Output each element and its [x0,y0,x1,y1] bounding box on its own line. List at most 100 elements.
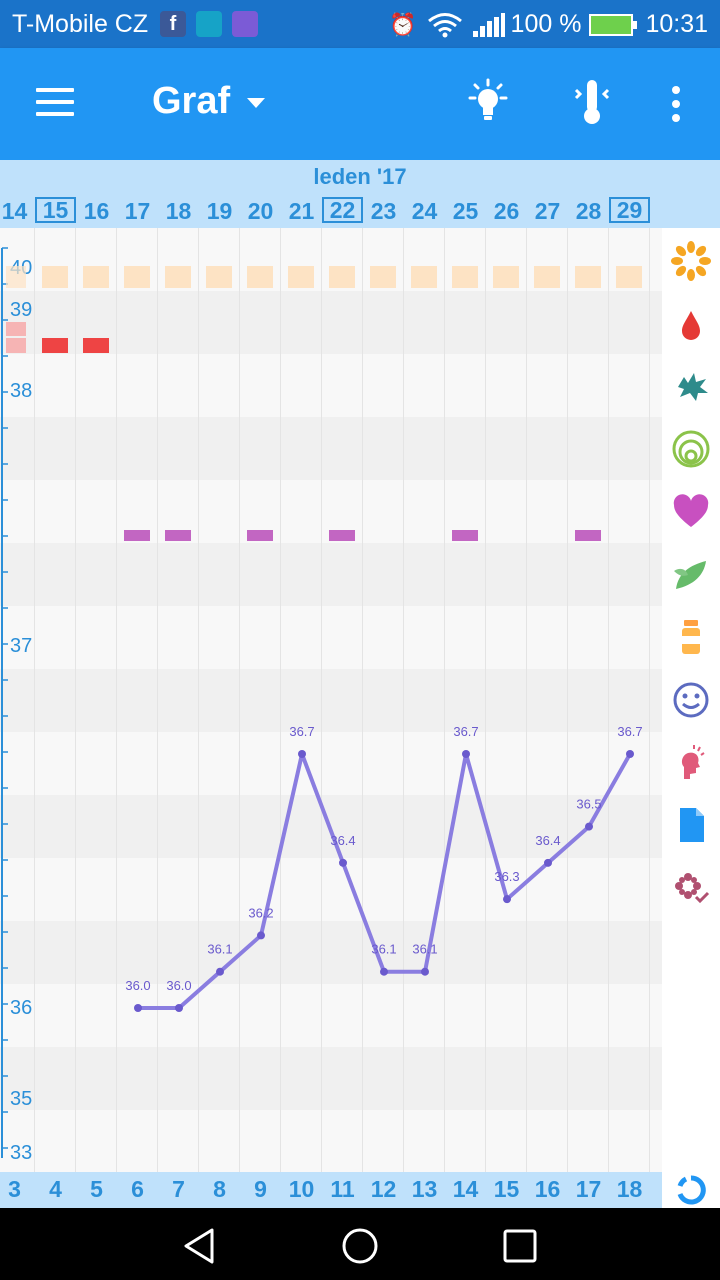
period-marker [6,322,26,336]
game-notification-icon [232,11,258,37]
temperature-point [216,967,224,976]
day-label[interactable]: 25 [452,198,479,224]
home-icon[interactable] [340,1226,380,1266]
fertile-marker [411,266,437,288]
temperature-point [626,750,634,758]
temperature-value-label: 36.0 [166,978,191,993]
date-header: leden '17 14 15 16 17 18 19 20 21 22 23 24 25 26 27 28… [0,160,720,228]
temperature-point [544,858,552,867]
cycle-day-label: 8 [213,1176,226,1202]
temperature-point [298,750,306,758]
period-marker [6,338,26,353]
fertile-marker [575,266,601,288]
symptom-marker [329,530,355,541]
day-label[interactable]: 28 [575,198,602,224]
day-label[interactable]: 18 [165,198,192,224]
heart-icon[interactable] [670,491,712,533]
cycle-day-label: 11 [330,1176,355,1202]
temperature-point [339,858,347,867]
cycle-day-label: 13 [411,1176,438,1202]
chart-band [0,1047,662,1110]
alarm-icon: ⏰ [389,11,417,37]
day-label[interactable]: 15 [35,197,76,223]
sync-icon[interactable] [662,1172,720,1208]
day-label[interactable]: 24 [411,198,438,224]
day-label[interactable]: 17 [124,198,151,224]
chart-canvas[interactable]: 4039383736353336.036.036.136.236.736.436… [0,228,662,1172]
cycle-day-label: 16 [534,1176,561,1202]
y-axis-label: 38 [10,380,32,402]
symptom-sidebar [662,228,720,1172]
day-label[interactable]: 20 [247,198,274,224]
temperature-value-label: 36.3 [494,869,519,884]
cycle-day-label: 17 [575,1176,602,1202]
chart-band [0,669,662,732]
fertile-marker [42,266,68,288]
fertile-marker [493,266,519,288]
smiley-icon[interactable] [670,679,712,721]
temperature-value-label: 36.7 [453,724,478,739]
month-label: leden '17 [313,164,407,189]
day-label[interactable]: 29 [609,197,650,223]
temperature-point [421,967,429,976]
menu-icon[interactable] [36,88,76,118]
signal-icon [472,12,505,37]
sun-icon[interactable] [670,240,712,282]
symptom-marker [165,530,191,541]
fertile-marker [124,266,150,288]
sync-button[interactable] [662,1172,720,1208]
chart-band [0,921,662,984]
cycle-day-label: 5 [90,1176,103,1202]
cycle-day-label: 10 [288,1176,315,1202]
chevron-down-icon[interactable] [247,98,265,108]
symptom-marker [124,530,150,541]
day-label[interactable]: 27 [534,198,561,224]
fertile-marker [6,266,26,288]
day-label[interactable]: 14 [1,198,28,224]
leaf-icon[interactable] [670,553,712,595]
temperature-value-label: 36.4 [535,833,560,848]
page-title[interactable]: Graf [152,80,231,122]
flower-check-icon[interactable] [670,867,712,909]
cervix-icon[interactable] [670,428,712,470]
thermometer-icon[interactable] [568,78,616,126]
day-label[interactable]: 19 [206,198,233,224]
day-label[interactable]: 16 [83,198,110,224]
symptom-marker [452,530,478,541]
day-label[interactable]: 21 [288,198,315,224]
fertile-marker [616,266,642,288]
period-marker [42,338,68,353]
temperature-point [503,895,511,904]
y-axis-label: 39 [10,299,32,321]
temperature-chart[interactable]: 4039383736353336.036.036.136.236.736.436… [0,228,662,1172]
cycle-day-label: 3 [8,1176,21,1202]
day-label[interactable]: 22 [322,197,363,223]
symptom-marker [575,530,601,541]
day-label[interactable]: 26 [493,198,520,224]
temperature-value-label: 36.1 [371,942,396,957]
lightbulb-icon[interactable] [464,78,512,126]
temperature-value-label: 36.2 [248,905,273,920]
document-icon[interactable] [670,804,712,846]
fertile-marker [165,266,191,288]
symptom-marker [247,530,273,541]
medicine-bottle-icon[interactable] [670,616,712,658]
facebook-notification-icon: f [160,11,186,37]
recents-icon[interactable] [500,1226,540,1266]
fertile-marker [329,266,355,288]
temperature-point [134,1004,142,1012]
back-icon[interactable] [180,1226,220,1266]
fertile-marker [370,266,396,288]
splash-icon[interactable] [670,365,712,407]
blood-drop-icon[interactable] [670,303,712,345]
fertile-marker [452,266,478,288]
pain-icon[interactable] [670,741,712,783]
y-axis-label: 35 [10,1088,32,1110]
fertile-marker [247,266,273,288]
cycle-day-label: 4 [49,1176,62,1202]
more-vert-icon[interactable] [652,78,700,126]
cycle-day-label: 15 [493,1176,520,1202]
fertile-marker [83,266,109,288]
day-label[interactable]: 23 [370,198,397,224]
cycle-day-label: 14 [452,1176,479,1202]
